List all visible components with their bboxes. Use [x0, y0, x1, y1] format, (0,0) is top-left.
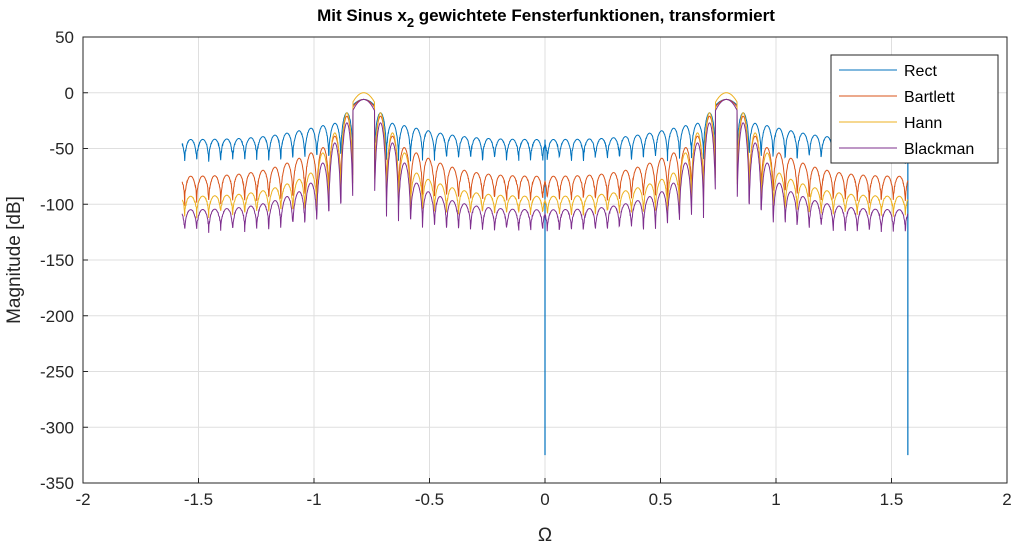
x-tick-label: -1.5 — [184, 490, 213, 509]
y-tick-label: -200 — [40, 307, 74, 326]
legend: Rect Bartlett Hann Blackman — [831, 55, 998, 163]
x-tick-label: 2 — [1002, 490, 1011, 509]
x-axis-label: Ω — [538, 525, 552, 545]
x-tick-label: 0 — [540, 490, 549, 509]
x-tick-label: -0.5 — [415, 490, 444, 509]
y-tick-label: -350 — [40, 474, 74, 493]
y-tick-label: -150 — [40, 251, 74, 270]
chart-title: Mit Sinus x2 gewichtete Fensterfunktione… — [317, 6, 775, 30]
legend-label-bartlett: Bartlett — [904, 89, 955, 106]
y-tick-label: -250 — [40, 363, 74, 382]
x-tick-label: 1.5 — [880, 490, 904, 509]
legend-label-rect: Rect — [904, 63, 937, 80]
y-tick-label: 0 — [65, 84, 74, 103]
y-tick-label: -50 — [49, 140, 74, 159]
y-tick-label: -300 — [40, 418, 74, 437]
x-tick-label: -1 — [306, 490, 321, 509]
x-tick-label: -2 — [75, 490, 90, 509]
legend-label-hann: Hann — [904, 115, 942, 132]
plot-lines — [182, 93, 908, 455]
y-tick-label: -100 — [40, 195, 74, 214]
x-tick-label: 0.5 — [649, 490, 673, 509]
y-tick-label: 50 — [55, 28, 74, 47]
y-axis-label: Magnitude [dB] — [4, 196, 25, 324]
legend-label-blackman: Blackman — [904, 141, 974, 158]
x-tick-label: 1 — [771, 490, 780, 509]
